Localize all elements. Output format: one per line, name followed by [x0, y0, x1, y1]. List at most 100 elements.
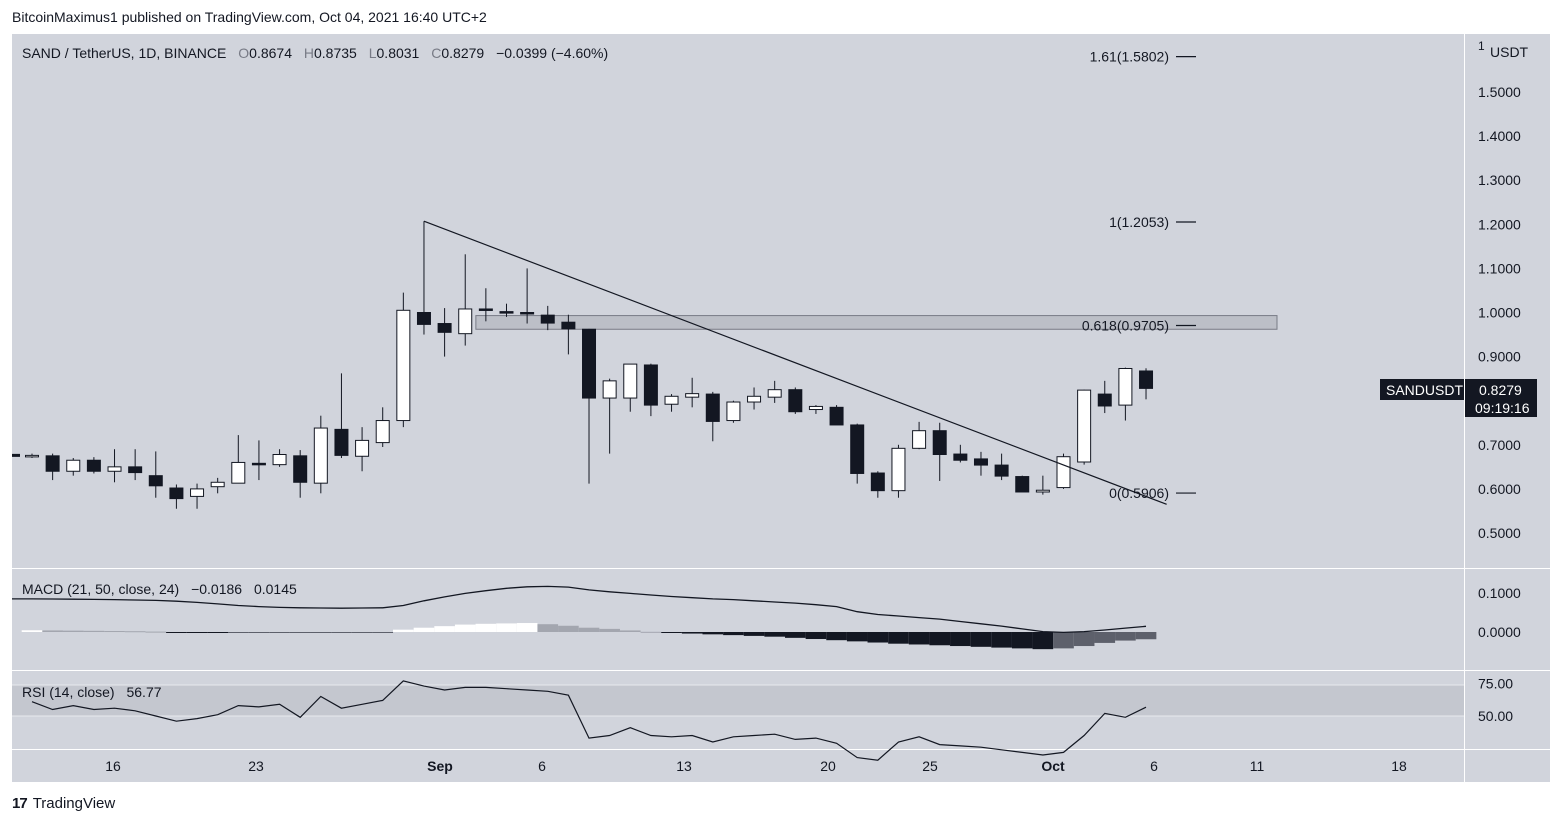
- macd-legend[interactable]: MACD (21, 50, close, 24) −0.0186 0.0145: [22, 581, 297, 597]
- macd-histogram-bar: [42, 630, 63, 632]
- macd-histogram-bar: [331, 632, 352, 633]
- candle: [45, 453, 60, 481]
- macd-histogram-bar: [496, 623, 517, 632]
- candle-body: [375, 420, 390, 444]
- legend-low: 0.8031: [377, 45, 420, 61]
- candle: [437, 308, 452, 357]
- price-tick: 0.6000: [1478, 481, 1521, 497]
- rsi-scale[interactable]: [1465, 671, 1550, 749]
- candle: [396, 292, 411, 428]
- candle: [891, 444, 906, 498]
- macd-histogram-bar: [372, 632, 394, 633]
- legend-change: −0.0399 (−4.60%): [496, 45, 608, 61]
- time-tick: 6: [538, 758, 546, 774]
- tradingview-brand[interactable]: TradingView: [32, 795, 116, 812]
- macd-histogram-bar: [888, 632, 909, 644]
- candle-body: [169, 487, 184, 500]
- macd-histogram-bar: [558, 625, 579, 632]
- candle-body: [870, 472, 885, 492]
- macd-histogram-bar: [599, 628, 620, 632]
- rsi-line: [31, 680, 1147, 761]
- candle: [416, 221, 431, 335]
- candle-body: [1097, 393, 1112, 407]
- macd-histogram-bar: [475, 623, 497, 632]
- candle: [685, 377, 700, 408]
- candle-body: [602, 380, 617, 399]
- candle: [458, 254, 473, 346]
- candle-body: [272, 454, 287, 466]
- last-price-symbol-box[interactable]: [1380, 379, 1464, 400]
- macd-value: −0.0186: [191, 581, 242, 597]
- macd-histogram-bar: [785, 632, 806, 638]
- candle: [375, 407, 390, 448]
- macd-histogram-bar: [578, 627, 600, 632]
- rsi-legend[interactable]: RSI (14, close) 56.77: [22, 684, 162, 700]
- candle: [582, 328, 597, 484]
- price-tick: 1.2000: [1478, 216, 1521, 232]
- candle: [829, 405, 844, 426]
- candle-body: [45, 455, 60, 472]
- macd-histogram-bar: [537, 624, 559, 632]
- candle-body: [540, 314, 555, 324]
- candle: [953, 444, 968, 463]
- rsi-tick: 50.00: [1478, 708, 1513, 724]
- candle: [1118, 367, 1133, 421]
- macd-histogram-bar: [661, 632, 682, 633]
- time-tick: 25: [922, 758, 938, 774]
- candle-body: [932, 430, 947, 456]
- candle-body: [190, 488, 205, 497]
- candle: [107, 449, 122, 483]
- candle: [912, 421, 927, 450]
- candle: [850, 423, 865, 484]
- rsi-layer: [31, 680, 1147, 761]
- candle-body: [788, 389, 803, 413]
- time-tick: 11: [1250, 758, 1265, 774]
- price-pane[interactable]: [12, 34, 1464, 568]
- candle: [1056, 453, 1071, 489]
- chart-legend[interactable]: SAND / TetherUS, 1D, BINANCE O0.8674 H0.…: [22, 45, 608, 61]
- macd-histogram-bar: [207, 632, 228, 633]
- rsi-band: [12, 685, 1464, 716]
- fib-level-label: 0.618(0.9705): [1082, 318, 1169, 334]
- macd-scale[interactable]: [1465, 569, 1550, 670]
- macd-histogram-bar: [681, 632, 703, 634]
- candle-body: [664, 395, 679, 405]
- macd-histogram-bar: [991, 632, 1012, 648]
- candle: [210, 477, 225, 494]
- price-scale[interactable]: [1465, 34, 1550, 568]
- candle: [788, 387, 803, 414]
- last-price-symbol: SANDUSDT: [1386, 382, 1463, 398]
- candle-body: [210, 481, 225, 488]
- tradingview-logo-icon[interactable]: 17: [12, 795, 28, 812]
- candle: [355, 427, 370, 472]
- candle: [561, 314, 576, 355]
- macd-histogram-bar: [908, 632, 930, 645]
- macd-histogram-bar: [269, 632, 290, 633]
- macd-histogram-bar: [454, 624, 476, 632]
- time-tick: 13: [676, 758, 692, 774]
- candle: [66, 458, 81, 476]
- time-tick: 18: [1391, 758, 1407, 774]
- candle: [520, 268, 535, 324]
- candle-body: [128, 466, 143, 474]
- candle: [25, 453, 39, 459]
- macd-histogram-bar: [289, 632, 311, 633]
- price-tick: 0.5000: [1478, 525, 1521, 541]
- fib-level-label: 1.61(1.5802): [1090, 49, 1169, 65]
- candle-body: [1035, 489, 1050, 493]
- footer: 17 TradingView: [12, 795, 115, 812]
- last-price-value: 0.8279: [1479, 382, 1522, 398]
- macd-histogram-bar: [702, 632, 724, 635]
- candle-body: [458, 308, 473, 335]
- macd-pane[interactable]: [12, 569, 1464, 670]
- price-scale-unit: USDT: [1490, 44, 1529, 60]
- last-price-box[interactable]: [1465, 379, 1537, 417]
- publish-info: BitcoinMaximus1 published on TradingView…: [12, 9, 487, 25]
- macd-histogram-bar: [1011, 632, 1033, 649]
- candle: [313, 415, 328, 494]
- macd-histogram-bar: [764, 632, 786, 637]
- time-scale[interactable]: [12, 750, 1464, 782]
- legend-c-label: C: [431, 45, 441, 61]
- candle: [994, 453, 1009, 481]
